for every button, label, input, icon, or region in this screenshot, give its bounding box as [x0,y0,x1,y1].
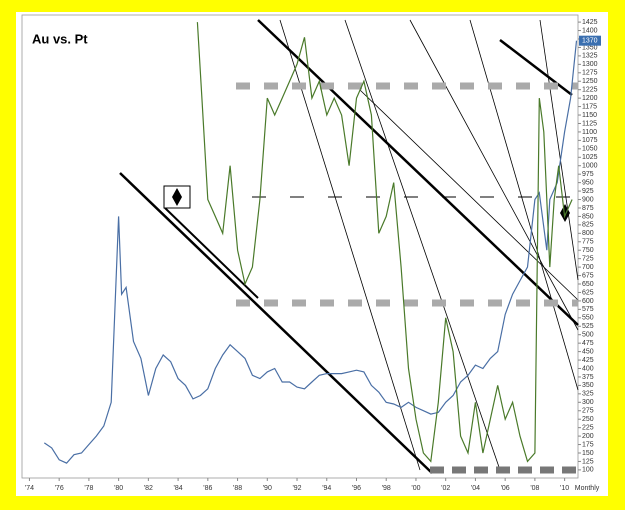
y-tick-label: 550 [582,315,594,322]
y-tick-label: 1425 [582,19,598,26]
x-tick-label: '90 [263,485,272,492]
trend-line [539,19,579,281]
y-tick-label: 650 [582,281,594,288]
annotations [119,19,579,474]
x-tick-label: '78 [84,485,93,492]
y-tick-label: 1125 [582,120,597,127]
x-tick-label: '08 [530,485,539,492]
y-tick-label: 1175 [582,103,597,110]
y-tick-label: 725 [582,256,594,263]
y-tick-label: 225 [582,424,594,431]
x-tick-label: '94 [322,485,331,492]
y-tick-label: 1100 [582,129,597,136]
trend-line [164,207,259,299]
y-tick-label: 275 [582,408,594,415]
y-tick-label: 875 [582,205,594,212]
y-tick-label: 475 [582,340,594,347]
x-axis-unit: Monthly [575,485,600,492]
plot-frame [21,14,579,479]
y-tick-label: 600 [582,298,594,305]
x-tick-label: '82 [144,485,153,492]
series-line [43,40,578,464]
y-tick-label: 950 [582,179,594,186]
marker-icon [172,188,182,206]
x-tick-label: '96 [352,485,361,492]
y-tick-label: 900 [582,196,594,203]
y-tick-label: 1050 [582,146,598,153]
y-tick-label: 1200 [582,95,598,102]
trend-line [279,19,421,471]
y-tick-label: 1325 [582,53,598,60]
y-tick-label: 450 [582,348,594,355]
last-value-label: 1370 [582,38,598,45]
y-tick-label: 800 [582,230,594,237]
y-tick-label: 1350 [582,44,598,51]
y-tick-label: 1300 [582,61,598,68]
y-tick-label: 375 [582,374,594,381]
trend-line [359,89,579,301]
y-tick-label: 525 [582,323,594,330]
y-tick-label: 575 [582,306,594,313]
y-tick-label: 300 [582,399,594,406]
x-tick-label: '86 [203,485,212,492]
x-tick-label: '76 [55,485,64,492]
y-tick-label: 775 [582,239,594,246]
series-line [196,22,573,463]
y-tick-label: 500 [582,332,594,339]
y-tick-label: 1250 [582,78,598,85]
trend-line [469,19,579,391]
y-tick-label: 925 [582,188,594,195]
y-tick-label: 200 [582,433,594,440]
x-tick-label: '06 [501,485,510,492]
y-tick-label: 1275 [582,70,598,77]
x-tick-label: '02 [441,485,450,492]
x-tick-label: '00 [411,485,420,492]
y-tick-label: 425 [582,357,594,364]
y-tick-label: 1150 [582,112,597,119]
chart-title: Au vs. Pt [32,31,88,46]
y-tick-label: 350 [582,382,594,389]
y-tick-label: 1225 [582,87,598,94]
y-tick-label: 400 [582,365,594,372]
y-tick-label: 625 [582,289,594,296]
y-tick-label: 1400 [582,27,598,34]
y-tick-label: 850 [582,213,594,220]
x-tick-label: '74 [25,485,34,492]
x-tick-label: '80 [114,485,123,492]
last-value-box [579,35,601,46]
y-tick-label: 175 [582,441,594,448]
y-tick-label: 325 [582,391,594,398]
trend-line [409,19,579,331]
y-tick-label: 125 [582,458,594,465]
y-tick-label: 750 [582,247,594,254]
trend-line [344,19,501,471]
trend-line [257,19,579,326]
y-tick-label: 250 [582,416,594,423]
x-tick-label: '88 [233,485,242,492]
x-tick-label: '92 [292,485,301,492]
y-tick-label: 1000 [582,163,598,170]
x-tick-label: '10 [560,485,569,492]
trend-line [119,172,433,474]
y-tick-label: 100 [582,467,594,474]
trend-line [499,39,573,96]
x-tick-label: '98 [382,485,391,492]
y-tick-label: 675 [582,272,594,279]
y-tick-label: 150 [582,450,594,457]
y-tick-label: 1025 [582,154,598,161]
y-tick-label: 975 [582,171,594,178]
x-tick-label: '04 [471,485,480,492]
y-tick-label: 1075 [582,137,598,144]
chart-background [16,12,608,496]
y-tick-label: 700 [582,264,594,271]
y-tick-label: 825 [582,222,594,229]
x-tick-label: '84 [174,485,183,492]
